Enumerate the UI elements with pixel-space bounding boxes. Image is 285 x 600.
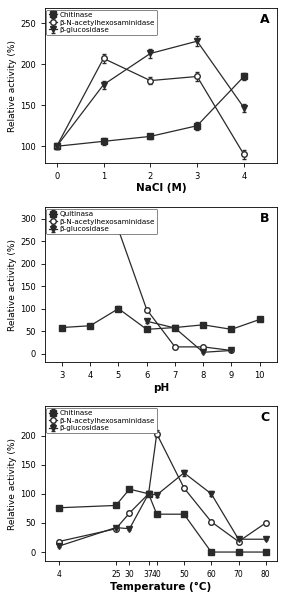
Y-axis label: Relative activity (%): Relative activity (%) bbox=[9, 40, 17, 131]
Legend: Quitinasa, β-N-acetylhexosaminidase, β-glucosidase: Quitinasa, β-N-acetylhexosaminidase, β-g… bbox=[46, 209, 157, 234]
Text: A: A bbox=[260, 13, 270, 26]
X-axis label: Temperature (°C): Temperature (°C) bbox=[110, 581, 211, 592]
X-axis label: pH: pH bbox=[153, 383, 169, 392]
Legend: Chitinase, β-N-acetylhexosaminidase, β-glucosidase: Chitinase, β-N-acetylhexosaminidase, β-g… bbox=[46, 408, 157, 433]
Y-axis label: Relative activity (%): Relative activity (%) bbox=[9, 437, 17, 530]
Text: B: B bbox=[260, 212, 270, 225]
Legend: Chitinase, β-N-acetylhexosaminidase, β-glucosidase: Chitinase, β-N-acetylhexosaminidase, β-g… bbox=[46, 10, 157, 35]
Text: C: C bbox=[260, 411, 270, 424]
X-axis label: NaCl (M): NaCl (M) bbox=[136, 184, 186, 193]
Y-axis label: Relative activity (%): Relative activity (%) bbox=[8, 239, 17, 331]
